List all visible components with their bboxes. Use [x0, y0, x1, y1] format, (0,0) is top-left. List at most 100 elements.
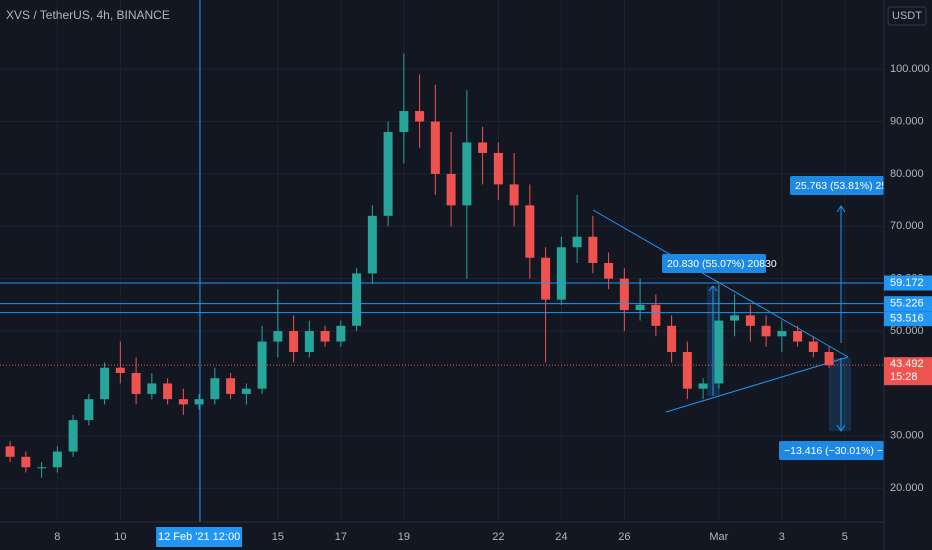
x-tick-label: 15	[272, 531, 284, 543]
x-tick-label: 22	[492, 531, 504, 543]
candle-body	[745, 315, 755, 326]
x-tick-label: 5	[842, 531, 848, 543]
candle-body	[714, 320, 724, 384]
candle-body	[446, 173, 456, 206]
y-tick-label: 80.000	[890, 168, 924, 180]
price-line-label: 53.516	[890, 313, 924, 325]
candle-body	[698, 383, 708, 389]
candle-body	[462, 142, 472, 206]
candle-body	[52, 451, 62, 468]
candle-body	[635, 304, 645, 311]
measure-label: 25.763 (53.81%) 2576	[795, 180, 899, 192]
currency[interactable]: USDT	[892, 10, 922, 22]
overlay: 25.763 (53.81%) 2576 20.830 (55.07%) 2083…	[0, 176, 901, 460]
candle-body	[415, 111, 425, 122]
y-tick-label: 90.000	[890, 115, 924, 127]
last-price-label: 43.492	[890, 358, 924, 370]
candle-body	[100, 367, 110, 400]
price-axis	[884, 0, 932, 550]
y-tick-label: 100.000	[890, 63, 930, 75]
x-tick-label: Mar	[709, 531, 728, 543]
candle-body	[257, 341, 267, 389]
y-tick-label: 50.000	[890, 325, 924, 337]
candle-body	[68, 420, 78, 452]
x-tick-label: 3	[779, 531, 785, 543]
candle-body	[131, 372, 141, 394]
measure-label: 20.830 (55.07%) 20830	[667, 258, 777, 270]
measure-label: −13.416 (−30.01%) −134	[784, 445, 901, 457]
candles	[5, 53, 834, 478]
measure-label-box	[790, 176, 884, 195]
price-line-label-box	[884, 311, 932, 327]
x-tick-label: 24	[555, 531, 567, 543]
measure-label-box	[779, 441, 884, 460]
measure-arrow-head	[836, 205, 846, 213]
candle-body	[808, 341, 818, 353]
y-tick-label: 30.000	[890, 430, 924, 442]
x-tick-label: 12 Feb '21 12:00	[158, 531, 240, 543]
candle-body	[730, 315, 740, 321]
candle-body	[399, 111, 409, 133]
candle-body	[273, 331, 283, 342]
candle-body	[682, 352, 692, 389]
candle-body	[21, 456, 31, 468]
candle-body	[604, 262, 614, 279]
candle-body	[304, 331, 314, 353]
candle-body	[493, 152, 503, 185]
measure-area	[829, 358, 851, 431]
candle-body	[226, 378, 236, 394]
measure-label-box	[662, 254, 766, 273]
candle-body	[525, 205, 535, 258]
candle-body	[556, 247, 566, 300]
axis-labels: 20.00030.00050.00060.00070.00080.00090.0…	[54, 63, 932, 547]
x-tick-label: 19	[398, 531, 410, 543]
chart-title: XVS / TetherUS, 4h, BINANCE	[6, 8, 170, 22]
candle-body	[289, 331, 299, 353]
x-tick-label: 17	[335, 531, 347, 543]
candle-body	[824, 352, 834, 366]
candle-body	[572, 236, 582, 248]
candle-body	[147, 383, 157, 394]
candle-body	[5, 446, 15, 457]
candle-body	[210, 378, 220, 400]
candle-body	[541, 257, 551, 300]
price-line-label-box	[884, 275, 932, 291]
price-line-label: 59.172	[890, 277, 924, 289]
x-tick-label: 8	[54, 531, 60, 543]
x-tick-label: 26	[618, 531, 630, 543]
trend-line	[665, 356, 849, 413]
currency-box[interactable]	[887, 6, 927, 26]
candle-body	[509, 184, 519, 206]
candle-body	[84, 399, 94, 421]
y-tick-label: 20.000	[890, 482, 924, 494]
y-tick-label: 70.000	[890, 220, 924, 232]
crosshair-label-box	[156, 527, 243, 547]
candle-body	[367, 215, 377, 274]
candle-body	[383, 132, 393, 216]
candle-body	[163, 383, 173, 400]
candle-body	[651, 304, 661, 326]
candle-body	[178, 399, 188, 405]
candle-body	[619, 278, 629, 311]
countdown: 15:28	[890, 371, 918, 383]
candle-body	[761, 325, 771, 337]
candle-body	[430, 121, 440, 174]
measure-arrow-head	[836, 424, 846, 432]
candle-body	[588, 236, 598, 263]
candle-body	[241, 388, 251, 394]
candle-body	[352, 273, 362, 326]
measure-arrow-head	[708, 285, 718, 292]
candle-body	[194, 399, 204, 405]
x-tick-label: 10	[114, 531, 126, 543]
candle-body	[37, 467, 47, 469]
candle-body	[115, 367, 125, 373]
last-price-box	[884, 357, 932, 386]
candle-body	[667, 325, 677, 353]
price-line-label-box	[884, 296, 932, 312]
candle-body	[336, 325, 346, 342]
candle-body	[320, 331, 330, 342]
candle-body	[777, 331, 787, 337]
candle-body	[793, 331, 803, 342]
price-line-label: 55.226	[890, 298, 924, 310]
